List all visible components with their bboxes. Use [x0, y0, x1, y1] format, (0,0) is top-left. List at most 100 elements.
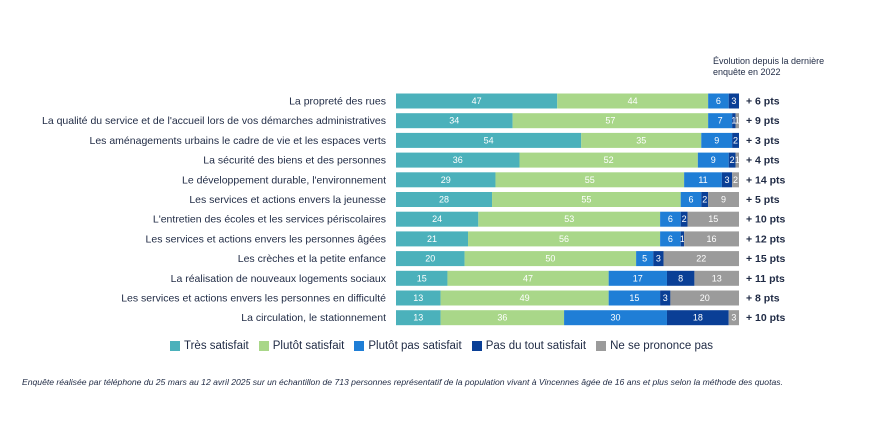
bar-segment-plutot-pas-satisfait [564, 310, 667, 326]
bar-segment-plutot-pas-satisfait [608, 270, 667, 286]
category-label: La sécurité des biens et des personnes [203, 155, 386, 167]
category-label: Les services et actions envers les perso… [146, 233, 386, 245]
bar-segment-tres-satisfait [396, 251, 465, 267]
category-label: Les services et actions envers les perso… [121, 293, 386, 305]
bar-segment-plutot-satisfait [495, 172, 685, 188]
value-label: 11 [698, 175, 707, 185]
evolution-label: + 15 pts [746, 253, 786, 265]
bar-segment-plutot-satisfait [581, 132, 702, 148]
bar-segment-tres-satisfait [396, 310, 441, 326]
bar-segment-plutot-satisfait [440, 290, 609, 306]
value-label: 6 [668, 214, 673, 224]
bar-segment-tres-satisfait [396, 290, 441, 306]
value-label: 9 [721, 195, 726, 205]
legend-label-plutot-pas-satisfait: Plutôt pas satisfait [368, 340, 462, 352]
bar-segment-plutot-pas-satisfait [708, 93, 729, 109]
category-label: Le développement durable, l'environnemen… [182, 174, 386, 186]
legend-swatch-plutot-satisfait [258, 341, 269, 351]
bar-segment-pas-du-tout-satisfait [666, 310, 729, 326]
value-label: 3 [724, 175, 729, 185]
value-label: 49 [520, 293, 530, 303]
evolution-header: Évolution depuis la dernière enquête en … [713, 56, 825, 77]
category-label: Les services et actions envers la jeunes… [189, 194, 386, 206]
evolution-label: + 6 pts [746, 96, 780, 108]
value-label: 3 [663, 293, 668, 303]
value-label: 20 [425, 254, 435, 264]
value-label: 1 [680, 234, 685, 244]
value-label: 1 [735, 116, 740, 126]
bar-segment-plutot-pas-satisfait [697, 152, 729, 168]
bar-segment-plutot-satisfait [519, 152, 698, 168]
bar-segment-tres-satisfait [396, 113, 513, 129]
value-label: 29 [441, 175, 451, 185]
value-label: 15 [629, 293, 639, 303]
value-label: 30 [611, 313, 621, 323]
value-label: 44 [628, 96, 638, 106]
evolution-label: + 5 pts [746, 194, 780, 206]
value-label: 56 [559, 234, 569, 244]
category-label: La propreté des rues [289, 96, 386, 108]
bar-segment-tres-satisfait [396, 152, 520, 168]
bar-segment-tres-satisfait [396, 172, 496, 188]
value-label: 57 [605, 116, 615, 126]
bar-segment-pas-du-tout-satisfait [666, 270, 695, 286]
bar-segment-plutot-satisfait [492, 192, 681, 207]
value-label: 9 [711, 155, 716, 165]
value-label: 15 [708, 214, 718, 224]
legend-item-ne-se-prononce-pas: Ne se prononce pas [596, 340, 713, 352]
value-label: 5 [642, 254, 647, 264]
value-label: 3 [731, 313, 736, 323]
category-label: L'entretien des écoles et les services p… [153, 214, 386, 226]
evolution-label: + 11 pts [746, 273, 785, 285]
bar-segment-plutot-pas-satisfait [680, 192, 702, 207]
evolution-label: + 10 pts [746, 312, 786, 324]
value-label: 47 [472, 96, 482, 106]
value-label: 13 [413, 293, 423, 303]
value-label: 21 [427, 234, 437, 244]
bar-segment-tres-satisfait [396, 211, 479, 227]
bar-segment-plutot-satisfait [478, 211, 661, 227]
value-label: 13 [712, 273, 722, 283]
bar-segment-ne-se-prononce-pas [728, 310, 739, 326]
bar-segment-ne-se-prononce-pas [732, 172, 739, 188]
value-label: 1 [735, 155, 740, 165]
evolution-label: + 3 pts [746, 135, 780, 147]
bar-segment-pas-du-tout-satisfait [732, 132, 739, 148]
value-label: 6 [688, 195, 693, 205]
value-label: 36 [497, 313, 507, 323]
bar-segment-pas-du-tout-satisfait [721, 172, 733, 188]
evolution-label: + 10 pts [746, 214, 786, 226]
bar-segment-plutot-pas-satisfait [636, 251, 654, 267]
bar-segment-tres-satisfait [396, 192, 493, 207]
bar-segment-pas-du-tout-satisfait [653, 251, 664, 267]
bar-segment-pas-du-tout-satisfait [728, 93, 739, 109]
value-label: 17 [633, 273, 643, 283]
bar-segment-plutot-pas-satisfait [701, 132, 733, 148]
value-label: 3 [656, 254, 661, 264]
value-label: 55 [585, 175, 595, 185]
evolution-label: + 12 pts [746, 233, 786, 245]
value-label: 55 [581, 195, 591, 205]
bar-segment-tres-satisfait [396, 270, 448, 286]
legend-label-ne-se-prononce-pas: Ne se prononce pas [610, 340, 713, 352]
value-label: 53 [564, 214, 574, 224]
value-label: 54 [484, 135, 494, 145]
value-label: 7 [718, 116, 723, 126]
bar-segment-plutot-satisfait [440, 310, 565, 326]
legend: Très satisfait Plutôt satisfait Plutôt p… [0, 340, 883, 352]
category-label: La réalisation de nouveaux logements soc… [171, 273, 387, 285]
value-label: 47 [523, 273, 533, 283]
legend-item-plutot-pas-satisfait: Plutôt pas satisfait [354, 340, 462, 352]
bar-segment-tres-satisfait [396, 231, 469, 247]
evolution-label: + 8 pts [746, 293, 780, 305]
value-label: 2 [733, 175, 738, 185]
bar-segment-pas-du-tout-satisfait [728, 152, 736, 168]
bar-segment-plutot-pas-satisfait [684, 172, 722, 188]
value-label: 20 [700, 293, 710, 303]
value-label: 16 [707, 234, 717, 244]
value-label: 9 [714, 135, 719, 145]
value-label: 22 [696, 254, 706, 264]
bar-segment-ne-se-prononce-pas [735, 113, 739, 129]
value-label: 35 [636, 135, 646, 145]
